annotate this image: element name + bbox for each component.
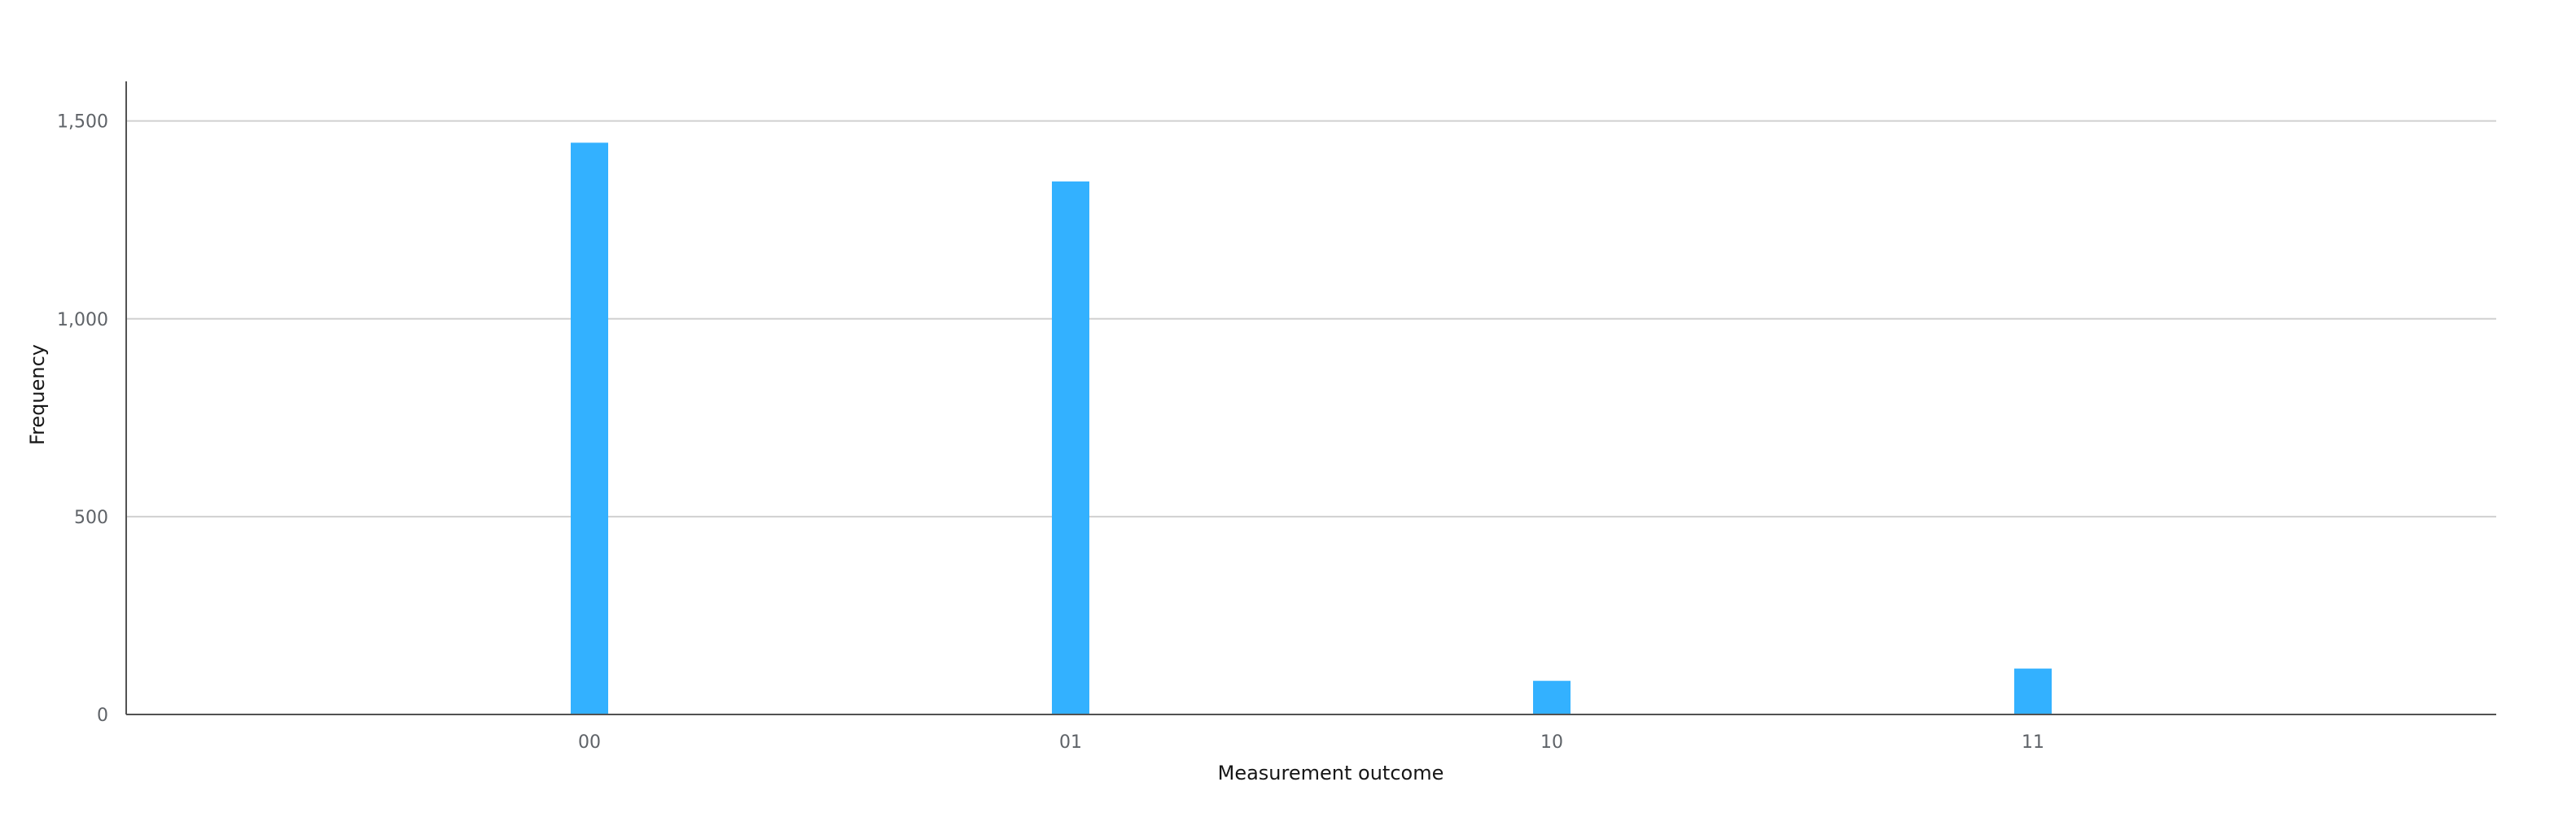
y-tick-label: 1,000: [57, 310, 108, 330]
x-tick-label: 00: [578, 732, 601, 753]
grid-lines: [126, 120, 2496, 518]
y-tick-labels: 0 500 1,000 1,500: [57, 112, 108, 726]
x-tick-label: 10: [1540, 732, 1563, 753]
bar-10[interactable]: [1533, 680, 1571, 714]
x-axis-title: Measurement outcome: [1218, 762, 1444, 784]
bar-01[interactable]: [1052, 181, 1089, 715]
y-tick-label: 500: [74, 508, 108, 528]
x-tick-labels: 00 01 10 11: [578, 732, 2044, 753]
y-tick-label: 1,500: [57, 112, 108, 133]
x-tick-label: 11: [2022, 732, 2044, 753]
bar-11[interactable]: [2014, 668, 2052, 714]
bar-00[interactable]: [571, 142, 608, 714]
axes: [125, 81, 2496, 715]
y-axis-title: Frequency: [26, 344, 49, 445]
x-tick-label: 01: [1059, 732, 1082, 753]
bars: [571, 142, 2052, 715]
y-tick-label: 0: [97, 706, 108, 726]
